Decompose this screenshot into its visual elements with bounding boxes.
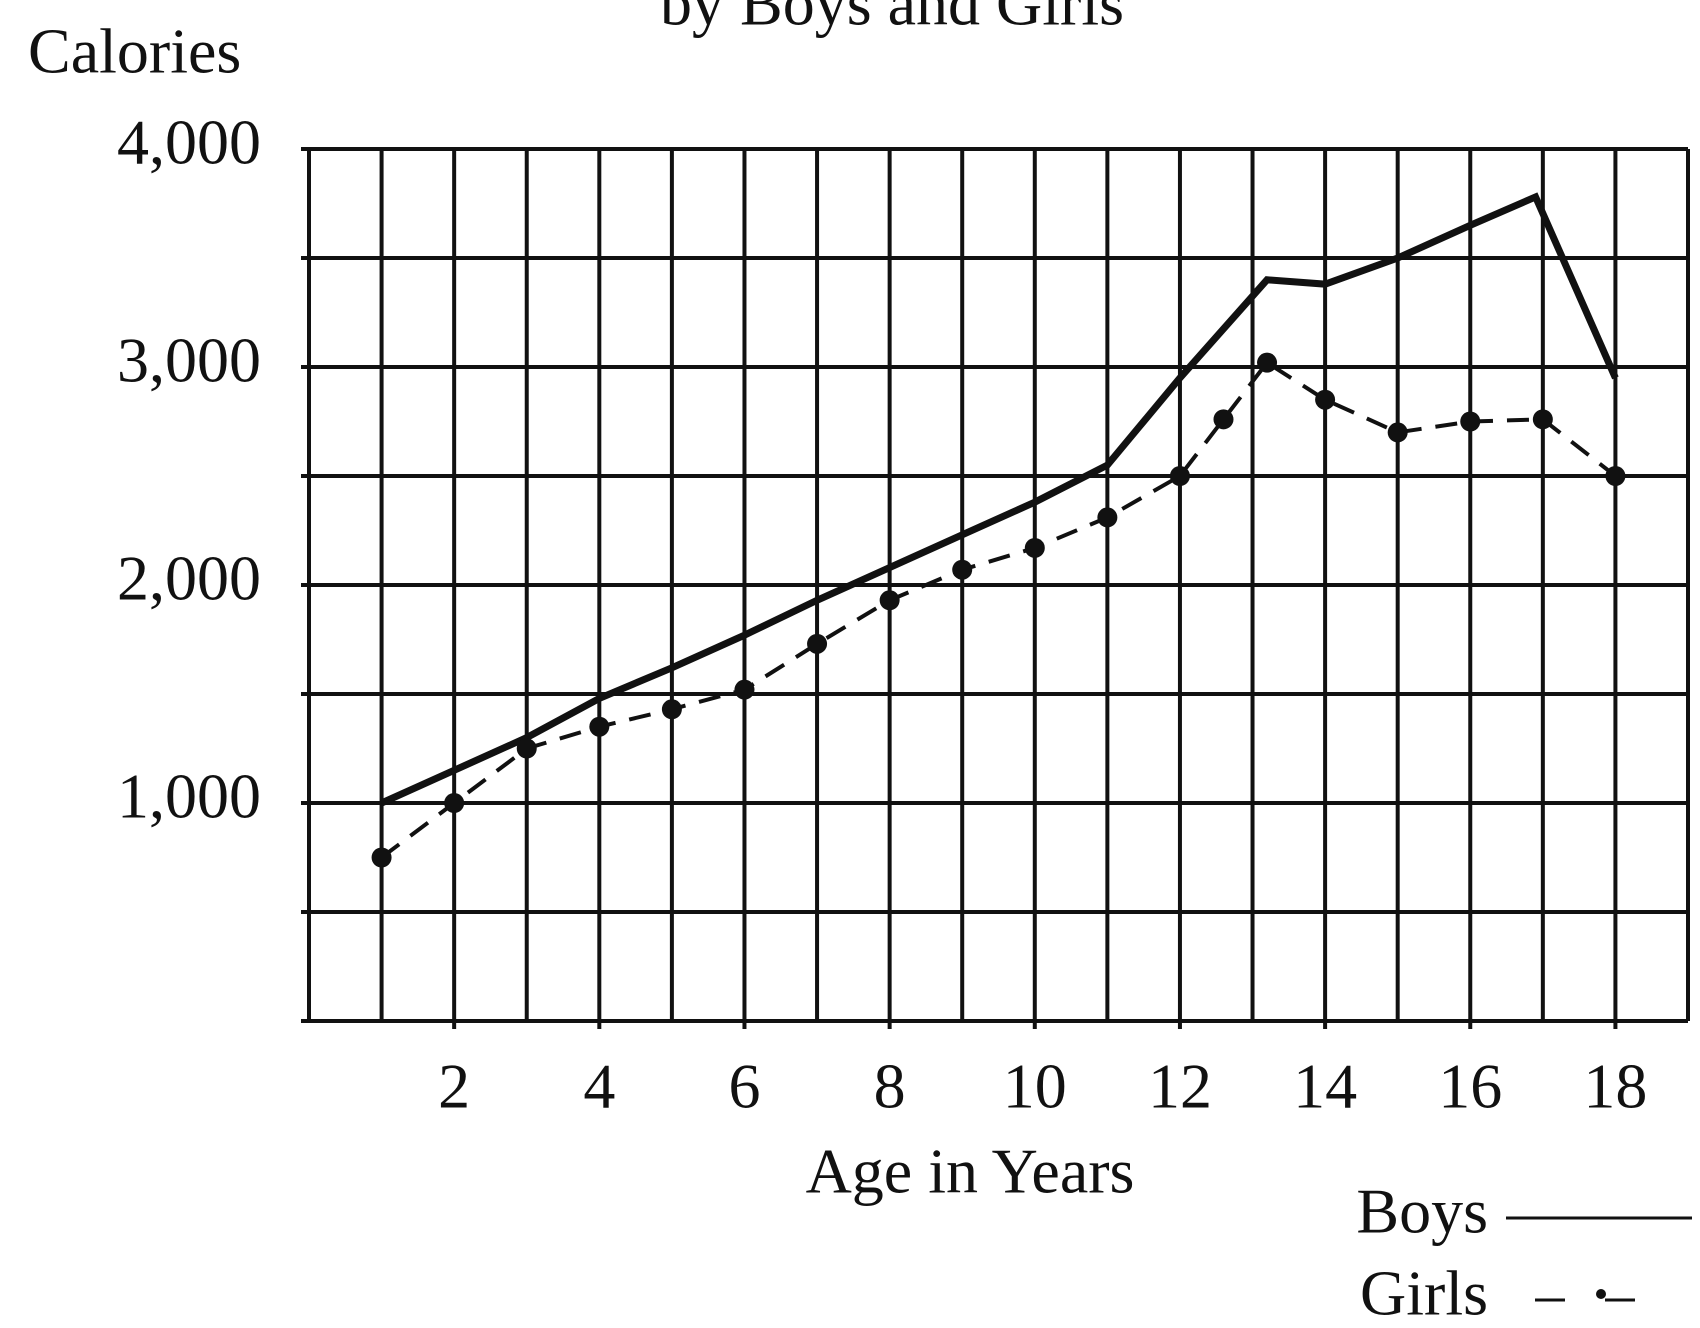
data-point <box>879 590 900 611</box>
data-point <box>734 679 755 700</box>
x-tick-label: 6 <box>728 1051 760 1122</box>
data-point <box>1460 411 1481 432</box>
x-tick-label: 12 <box>1148 1051 1212 1122</box>
y-tick-label: 2,000 <box>117 543 261 614</box>
data-point <box>1024 537 1045 558</box>
x-tick-label: 4 <box>583 1051 615 1122</box>
data-point <box>1213 409 1234 430</box>
data-point <box>1315 389 1336 410</box>
data-point <box>1097 507 1118 528</box>
data-point <box>952 559 973 580</box>
data-point <box>1257 352 1278 373</box>
x-tick-label: 14 <box>1293 1051 1357 1122</box>
y-tick-label: 4,000 <box>117 107 261 178</box>
chart-title: by Boys and Girls <box>660 0 1124 39</box>
data-point <box>1387 422 1408 443</box>
x-tick-label: 10 <box>1003 1051 1067 1122</box>
data-point <box>1605 466 1626 486</box>
legend-swatch-dot <box>1596 1289 1606 1299</box>
data-point <box>661 699 682 720</box>
data-point <box>371 847 392 868</box>
series-line <box>380 359 1617 860</box>
x-tick-label: 8 <box>874 1051 906 1122</box>
data-point <box>516 738 537 759</box>
x-axis-label: Age in Years <box>806 1136 1135 1207</box>
series-line <box>380 192 1619 807</box>
x-tick-label: 18 <box>1583 1051 1647 1122</box>
x-tick-label: 16 <box>1438 1051 1502 1122</box>
y-tick-label: 3,000 <box>117 325 261 396</box>
data-point <box>589 716 610 737</box>
data-point <box>1532 409 1553 430</box>
legend-label: Girls <box>1360 1258 1488 1328</box>
x-tick-label: 2 <box>438 1051 470 1122</box>
y-tick-label: 1,000 <box>117 761 261 832</box>
data-point <box>807 633 828 654</box>
y-axis-label: Calories <box>28 16 241 87</box>
legend-label: Boys <box>1356 1176 1488 1247</box>
data-point <box>1169 466 1190 486</box>
data-point <box>444 793 465 813</box>
